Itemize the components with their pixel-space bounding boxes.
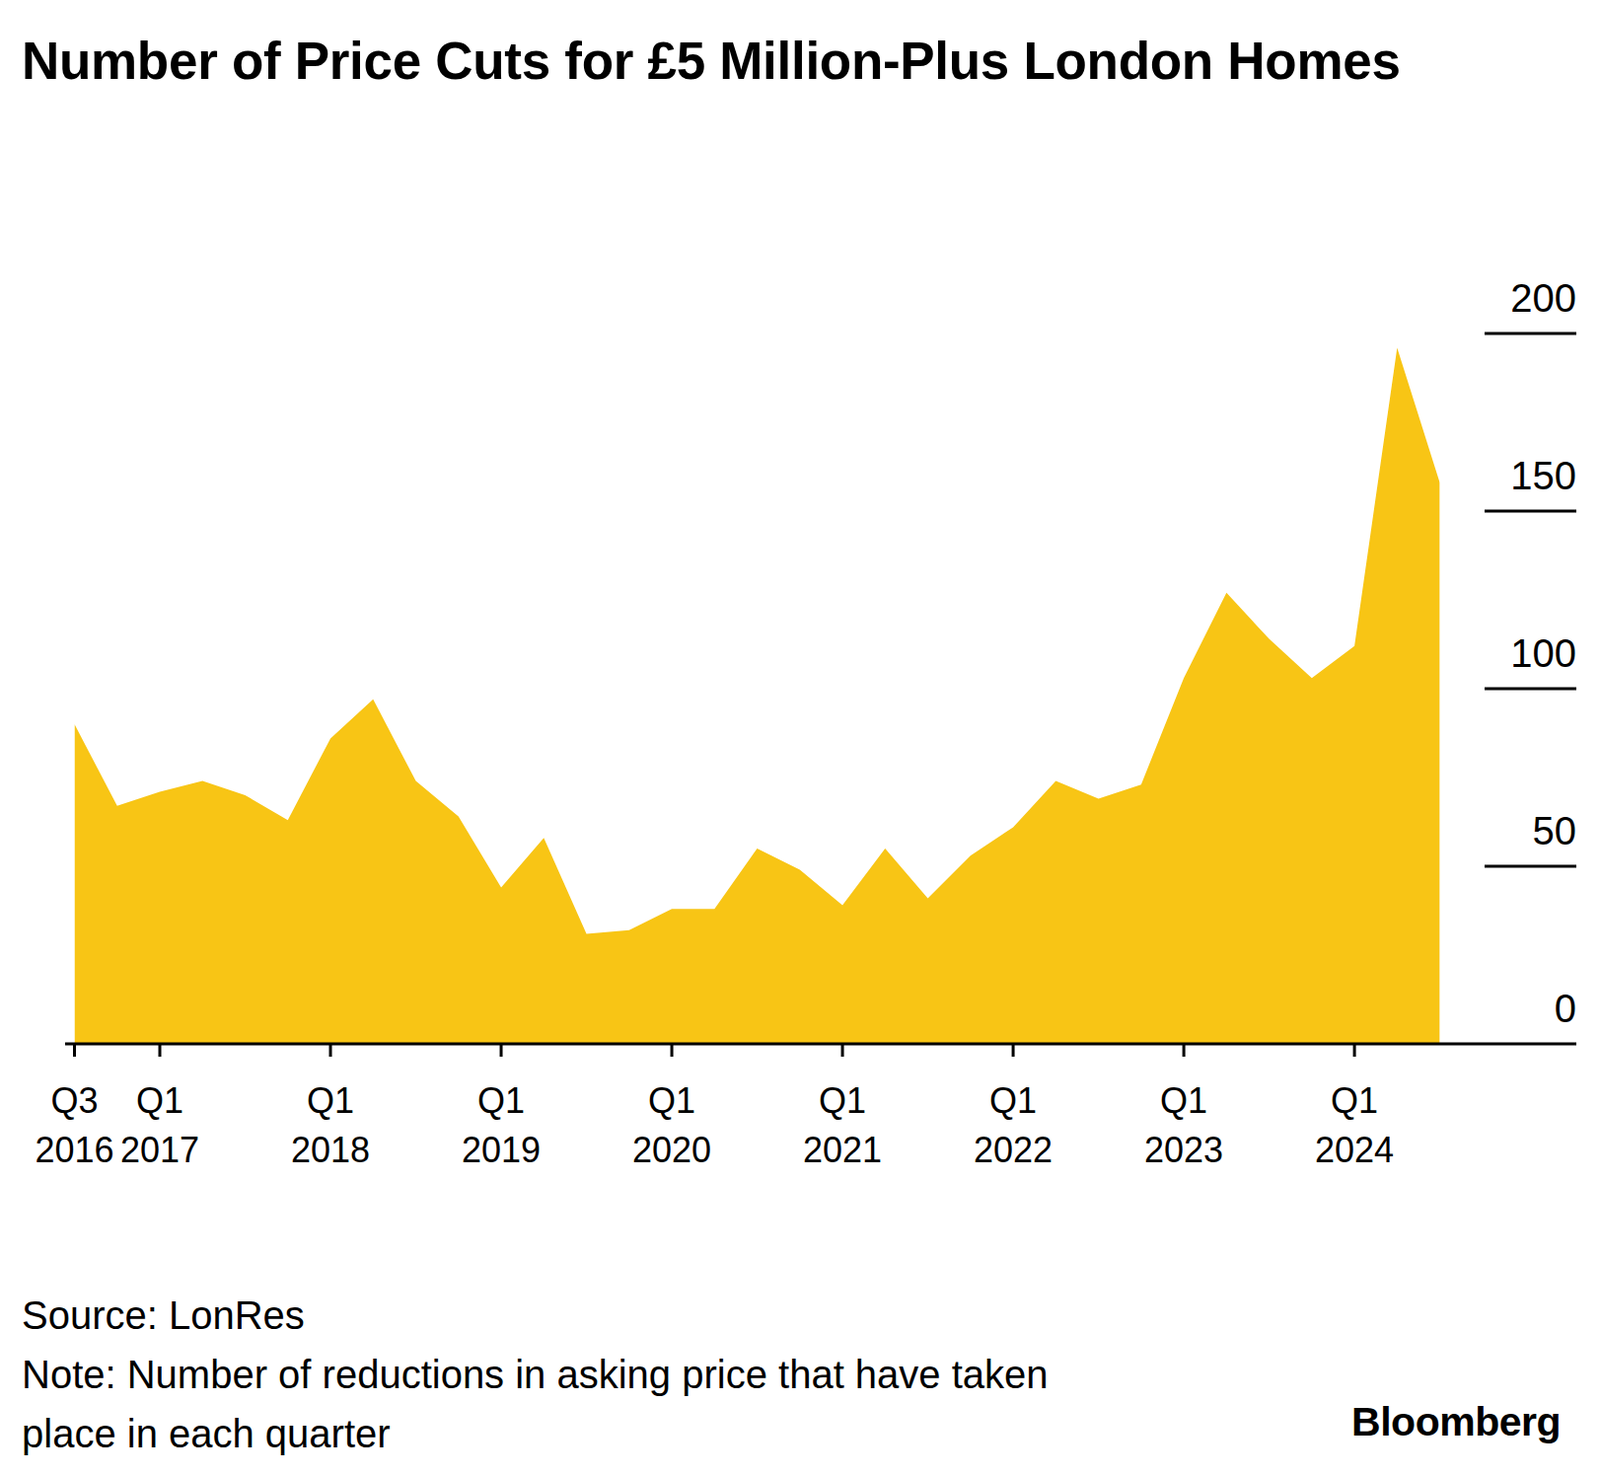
x-tick bbox=[1182, 1043, 1186, 1057]
x-tick-label: Q12017 bbox=[120, 1080, 200, 1170]
source: Source: LonRes bbox=[21, 1285, 305, 1345]
area bbox=[74, 347, 1441, 1044]
x-tick-label: Q12019 bbox=[461, 1080, 541, 1170]
x-tick-label: Q12021 bbox=[802, 1080, 882, 1170]
brand: Bloomberg bbox=[1351, 1398, 1561, 1446]
x-tick bbox=[329, 1043, 333, 1057]
x-tick-label: Q12022 bbox=[973, 1080, 1053, 1170]
y-tick-label: 50 bbox=[1532, 808, 1578, 853]
x-tick-label: Q12018 bbox=[290, 1080, 370, 1170]
x-tick bbox=[670, 1043, 674, 1057]
y-tick-label: 100 bbox=[1510, 631, 1577, 675]
x-tick bbox=[1012, 1043, 1016, 1057]
plot-area bbox=[74, 347, 1441, 1044]
title: Number of Price Cuts for £5 Million-Plus… bbox=[21, 21, 1541, 101]
x-tick bbox=[72, 1043, 76, 1057]
chart: 0 50 100 150 200 Q32016Q12017 Q12018 Q12019 Q120… bbox=[0, 0, 1600, 1476]
y-tick-label: 0 bbox=[1554, 986, 1577, 1030]
note: Note: Number of reductions in asking pri… bbox=[21, 1344, 1107, 1463]
x-tick bbox=[158, 1043, 162, 1057]
y-tick-label: 200 bbox=[1510, 276, 1577, 320]
y-tick-label: 150 bbox=[1510, 453, 1577, 498]
grid-line bbox=[1484, 509, 1577, 513]
x-tick bbox=[1353, 1043, 1357, 1057]
x-tick bbox=[841, 1043, 845, 1057]
x-tick-label: Q32016 bbox=[34, 1080, 114, 1170]
grid-line bbox=[1484, 332, 1577, 336]
grid-line bbox=[1484, 687, 1577, 691]
x-tick-label: Q12024 bbox=[1314, 1080, 1394, 1170]
grid-line bbox=[1484, 865, 1577, 869]
x-tick-label: Q12023 bbox=[1144, 1080, 1224, 1170]
x-tick-label: Q12020 bbox=[632, 1080, 712, 1170]
x-axis bbox=[65, 1042, 1577, 1046]
x-tick bbox=[500, 1043, 504, 1057]
